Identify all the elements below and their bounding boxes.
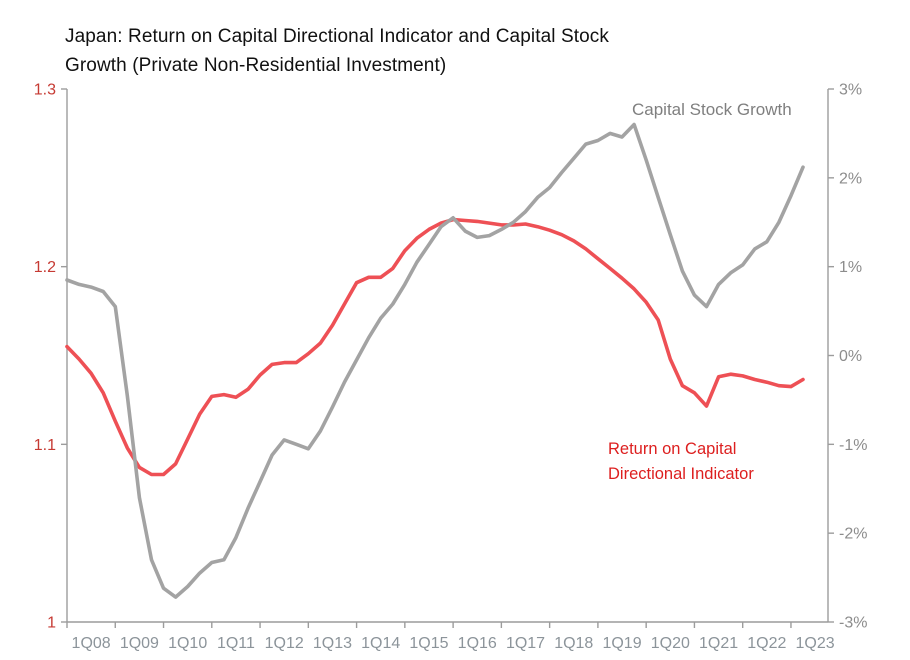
x-axis-tick-label: 1Q16 (458, 635, 497, 652)
return-on-capital-series-label-line1: Return on Capital (608, 440, 737, 458)
chart-title-line1: Japan: Return on Capital Directional Ind… (65, 26, 609, 47)
x-axis-tick-label: 1Q10 (168, 635, 207, 652)
right-axis-tick-label: 1% (839, 259, 862, 276)
x-axis-tick-label: 1Q21 (699, 635, 738, 652)
chart-title: Japan: Return on Capital Directional Ind… (65, 22, 609, 80)
x-axis-tick-label: 1Q14 (361, 635, 400, 652)
x-axis-tick-label: 1Q15 (409, 635, 448, 652)
left-axis-tick-label: 1.3 (34, 82, 56, 99)
x-axis-tick-label: 1Q12 (265, 635, 304, 652)
x-axis-tick-label: 1Q17 (506, 635, 545, 652)
capital-stock-growth-series-label: Capital Stock Growth (632, 100, 792, 119)
right-axis-tick-label: -2% (839, 526, 867, 543)
x-axis-tick-label: 1Q13 (313, 635, 352, 652)
x-axis-tick-label: 1Q23 (796, 635, 835, 652)
x-axis-tick-label: 1Q18 (554, 635, 593, 652)
return-on-capital-series-label-line2: Directional Indicator (608, 465, 754, 483)
return-on-capital-series-label: Return on Capital Directional Indicator (608, 437, 754, 487)
x-axis-tick-label: 1Q22 (747, 635, 786, 652)
left-axis-tick-label: 1.1 (34, 437, 56, 454)
right-axis-tick-label: -1% (839, 437, 867, 454)
x-axis-tick-label: 1Q08 (72, 635, 111, 652)
right-axis-tick-label: 3% (839, 82, 862, 99)
right-axis-tick-label: 2% (839, 170, 862, 187)
x-axis-tick-label: 1Q20 (651, 635, 690, 652)
x-axis-tick-label: 1Q09 (120, 635, 159, 652)
left-axis-tick-label: 1 (47, 615, 56, 632)
right-axis-tick-label: 0% (839, 348, 862, 365)
return-on-capital-line (65, 217, 805, 477)
x-axis-tick-label: 1Q11 (217, 635, 255, 652)
chart-title-line2: Growth (Private Non-Residential Investme… (65, 55, 447, 76)
capital-stock-growth-line (65, 122, 805, 599)
left-axis-tick-label: 1.2 (34, 259, 56, 276)
right-axis-tick-label: -3% (839, 615, 867, 632)
x-axis-tick-label: 1Q19 (602, 635, 641, 652)
